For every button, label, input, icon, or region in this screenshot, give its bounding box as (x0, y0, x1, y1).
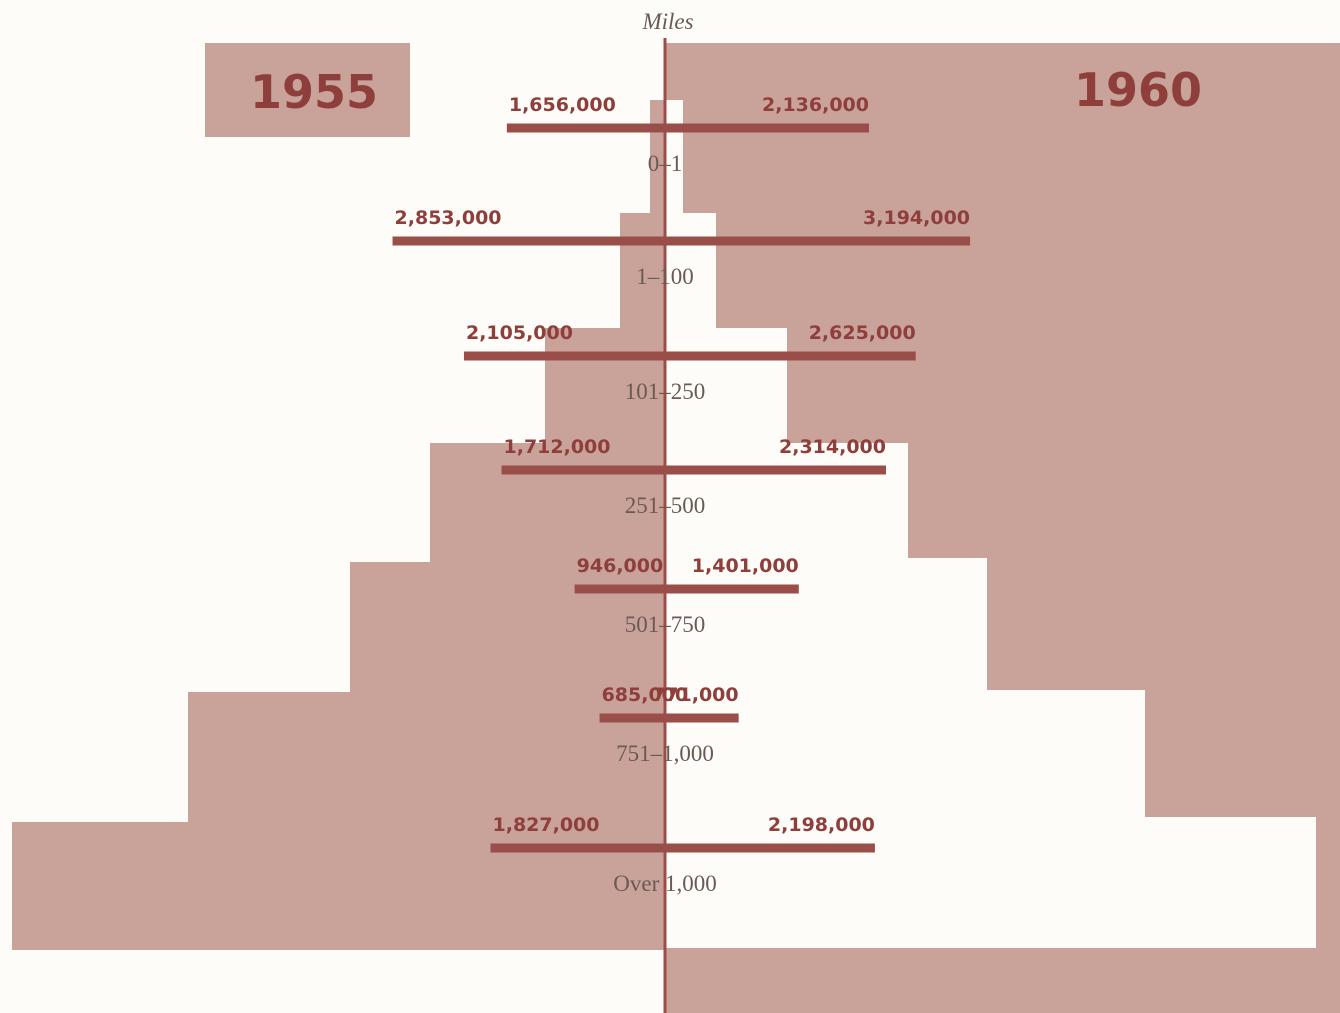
value-label: 2,136,000 (762, 94, 869, 116)
bar (665, 123, 869, 133)
bar (599, 713, 665, 723)
category-label: 251–500 (625, 493, 706, 518)
value-label: 2,314,000 (779, 436, 886, 458)
axis-label: Miles (641, 9, 693, 34)
bar (665, 713, 739, 723)
bar (665, 351, 916, 361)
category-label: 101–250 (625, 379, 706, 404)
bar (490, 843, 665, 853)
bar (665, 843, 875, 853)
value-label: 1,712,000 (504, 436, 611, 458)
value-label: 2,625,000 (809, 322, 916, 344)
category-label: Over 1,000 (613, 871, 716, 896)
value-label: 2,198,000 (768, 814, 875, 836)
bar (574, 584, 665, 594)
bar (665, 465, 886, 475)
pyramid-1955 (12, 100, 665, 950)
bar (392, 236, 665, 246)
bar (665, 236, 971, 246)
value-label: 946,000 (577, 555, 664, 577)
value-label: 1,401,000 (692, 555, 799, 577)
bar (506, 123, 665, 133)
value-label: 1,827,000 (493, 814, 600, 836)
pyramid-1960 (665, 100, 1316, 948)
value-label: 2,853,000 (395, 207, 502, 229)
value-label: 771,000 (652, 684, 739, 706)
bar (665, 584, 799, 594)
category-label: 0–1 (648, 151, 683, 176)
category-label: 751–1,000 (616, 741, 714, 766)
value-label: 1,656,000 (509, 94, 616, 116)
category-label: 1–100 (636, 264, 694, 289)
legend-1960: 1960 (1074, 63, 1202, 117)
bar (501, 465, 665, 475)
category-label: 501–750 (625, 612, 706, 637)
value-label: 2,105,000 (466, 322, 573, 344)
value-label: 685,000 (602, 684, 689, 706)
value-label: 3,194,000 (863, 207, 970, 229)
legend-box-1955 (205, 43, 410, 137)
legend-1955: 1955 (250, 65, 378, 119)
bar (463, 351, 665, 361)
